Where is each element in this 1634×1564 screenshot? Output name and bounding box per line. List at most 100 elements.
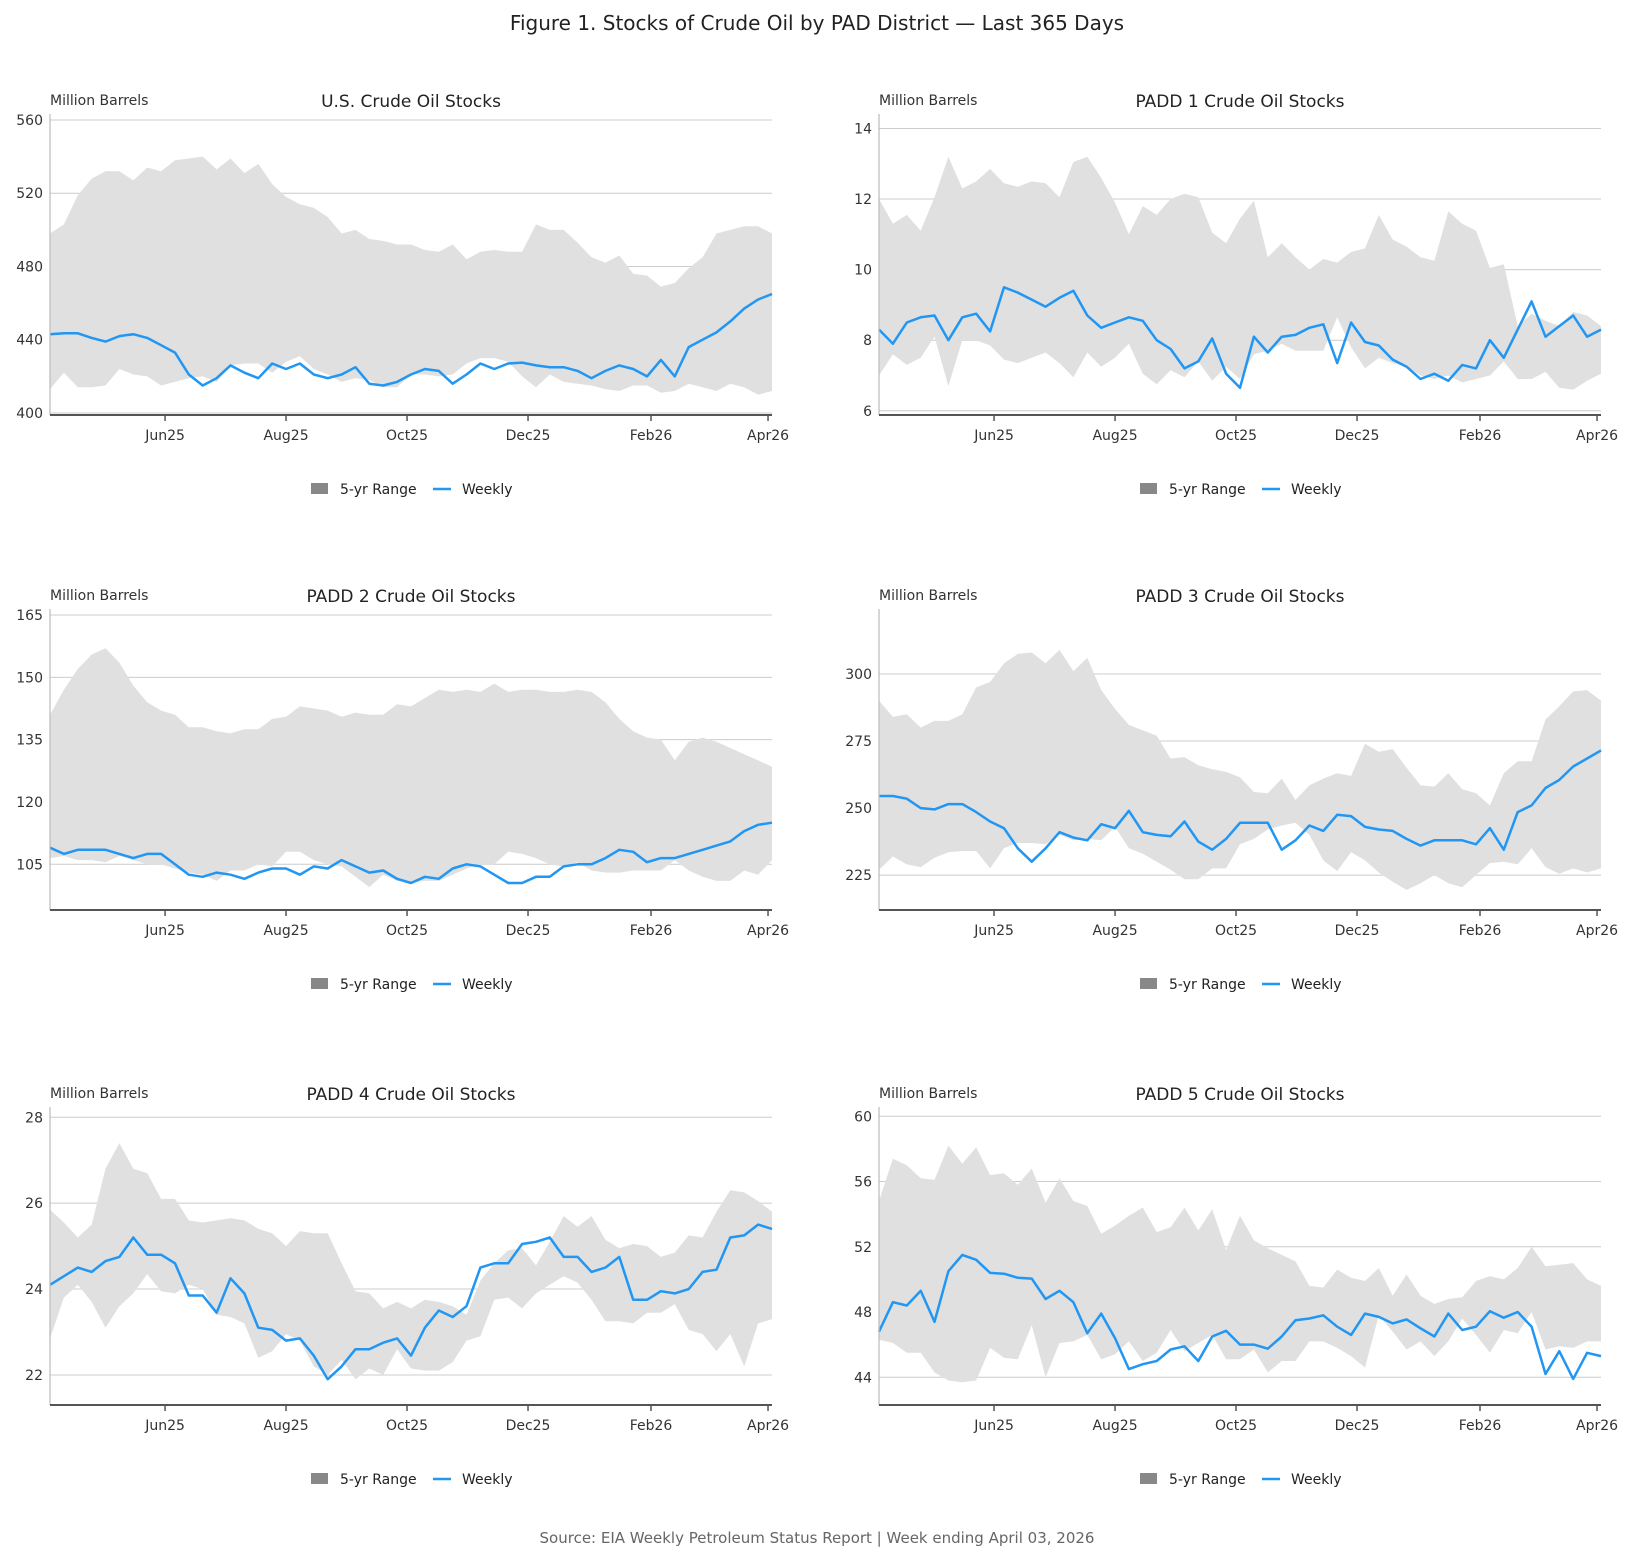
chart-title: PADD 3 Crude Oil Stocks: [1135, 587, 1344, 607]
x-tick-label: Feb26: [1459, 1418, 1502, 1434]
source-note: Source: EIA Weekly Petroleum Status Repo…: [539, 1529, 1095, 1547]
x-tick-label: Dec25: [506, 1418, 551, 1434]
y-tick-label: 225: [845, 868, 872, 884]
y-tick-label: 560: [16, 113, 43, 129]
y-tick-label: 150: [16, 670, 43, 686]
x-tick-label: Feb26: [1459, 428, 1502, 444]
chart-panel: 400 440 480 520 560 Jun25 Aug25 Oct25 Dec25 Feb26…: [16, 92, 789, 498]
chart-panel: 105 120 135 150 165 Jun25 Aug25 Oct25 Dec25 Feb26…: [16, 587, 789, 993]
legend-swatch-range: [311, 978, 328, 989]
x-tick-label: Apr26: [747, 428, 789, 444]
y-axis-unit-label: Million Barrels: [50, 1086, 148, 1102]
weekly-series-line: [877, 1253, 1602, 1381]
five-year-range-band: [879, 156, 1601, 390]
chart-title: PADD 2 Crude Oil Stocks: [306, 587, 515, 607]
x-tick-label: Aug25: [263, 1418, 308, 1434]
x-tick-label: Feb26: [630, 923, 673, 939]
legend-swatch-range: [311, 1473, 328, 1484]
x-tick-label: Apr26: [747, 1418, 789, 1434]
x-tick-label: Apr26: [1576, 428, 1618, 444]
legend: 5-yr Range Weekly: [311, 977, 513, 993]
chart-title: PADD 1 Crude Oil Stocks: [1135, 92, 1344, 112]
weekly-series-line: [49, 1223, 773, 1381]
x-tick-label: Jun25: [973, 923, 1014, 939]
y-axis-unit-label: Million Barrels: [879, 588, 977, 604]
legend-label-range: 5-yr Range: [1169, 977, 1246, 993]
y-tick-label: 8: [863, 333, 872, 349]
y-axis-unit-label: Million Barrels: [50, 588, 148, 604]
legend: 5-yr Range Weekly: [311, 482, 513, 498]
chart-panel: 225 250 275 300 Jun25 Aug25 Oct25 Dec25 Feb26 Apr…: [845, 587, 1618, 993]
x-tick-label: Jun25: [144, 428, 185, 444]
five-year-range-band: [879, 1145, 1601, 1383]
five-year-range-band: [879, 649, 1601, 890]
y-tick-label: 105: [16, 857, 43, 873]
y-tick-label: 24: [25, 1282, 43, 1298]
y-tick-label: 6: [863, 404, 872, 420]
x-tick-label: Jun25: [973, 1418, 1014, 1434]
x-tick-label: Aug25: [1092, 428, 1137, 444]
x-tick-label: Aug25: [1092, 923, 1137, 939]
x-tick-label: Jun25: [144, 1418, 185, 1434]
x-tick-label: Apr26: [1576, 923, 1618, 939]
y-tick-label: 28: [25, 1110, 43, 1126]
weekly-series-line: [878, 286, 1602, 390]
y-tick-label: 14: [854, 121, 872, 137]
x-tick-label: Dec25: [506, 923, 551, 939]
x-tick-label: Feb26: [1459, 923, 1502, 939]
x-tick-label: Oct25: [1215, 428, 1257, 444]
legend: 5-yr Range Weekly: [1140, 1472, 1342, 1488]
y-tick-label: 10: [854, 263, 872, 279]
x-tick-label: Jun25: [973, 428, 1014, 444]
chart-panel: 22 24 26 28 Jun25 Aug25 Oct25 Dec25 Feb26 Apr26 Mi…: [25, 1085, 789, 1488]
legend-label-range: 5-yr Range: [1169, 482, 1246, 498]
y-tick-label: 135: [16, 733, 43, 749]
y-tick-label: 12: [854, 192, 872, 208]
five-year-range-band: [50, 648, 772, 888]
legend: 5-yr Range Weekly: [1140, 977, 1342, 993]
y-tick-label: 165: [16, 608, 43, 624]
legend-swatch-range: [1140, 978, 1157, 989]
x-tick-label: Feb26: [630, 428, 673, 444]
weekly-series-line: [879, 749, 1602, 863]
x-tick-label: Apr26: [1576, 1418, 1618, 1434]
y-tick-label: 60: [854, 1109, 872, 1125]
x-tick-label: Dec25: [1335, 428, 1380, 444]
legend-label-weekly: Weekly: [1291, 1472, 1342, 1488]
five-year-range-band: [50, 156, 772, 395]
x-tick-label: Oct25: [386, 923, 428, 939]
legend-label-weekly: Weekly: [462, 482, 513, 498]
y-tick-label: 120: [16, 795, 43, 811]
legend-swatch-range: [311, 483, 328, 494]
x-tick-label: Aug25: [1092, 1418, 1137, 1434]
legend-label-weekly: Weekly: [1291, 977, 1342, 993]
chart-title: PADD 4 Crude Oil Stocks: [306, 1085, 515, 1105]
x-tick-label: Oct25: [1215, 1418, 1257, 1434]
legend: 5-yr Range Weekly: [311, 1472, 513, 1488]
weekly-series-line: [49, 292, 773, 387]
y-tick-label: 56: [854, 1175, 872, 1191]
legend-swatch-range: [1140, 1473, 1157, 1484]
x-tick-label: Jun25: [144, 923, 185, 939]
y-axis-unit-label: Million Barrels: [50, 93, 148, 109]
y-tick-label: 26: [25, 1196, 43, 1212]
y-tick-label: 48: [854, 1305, 872, 1321]
five-year-range-band: [50, 1143, 772, 1380]
x-tick-label: Aug25: [263, 923, 308, 939]
y-tick-label: 275: [845, 734, 872, 750]
legend-label-weekly: Weekly: [462, 1472, 513, 1488]
legend-label-range: 5-yr Range: [340, 977, 417, 993]
legend: 5-yr Range Weekly: [1140, 482, 1342, 498]
y-axis-unit-label: Million Barrels: [879, 1086, 977, 1102]
legend-label-range: 5-yr Range: [340, 1472, 417, 1488]
x-tick-label: Apr26: [747, 923, 789, 939]
x-tick-label: Dec25: [1335, 923, 1380, 939]
legend-swatch-range: [1140, 483, 1157, 494]
x-tick-label: Aug25: [263, 428, 308, 444]
y-tick-label: 300: [845, 667, 872, 683]
x-tick-label: Dec25: [506, 428, 551, 444]
y-tick-label: 44: [854, 1370, 872, 1386]
figure-title: Figure 1. Stocks of Crude Oil by PAD Dis…: [509, 11, 1125, 35]
x-tick-label: Oct25: [1215, 923, 1257, 939]
